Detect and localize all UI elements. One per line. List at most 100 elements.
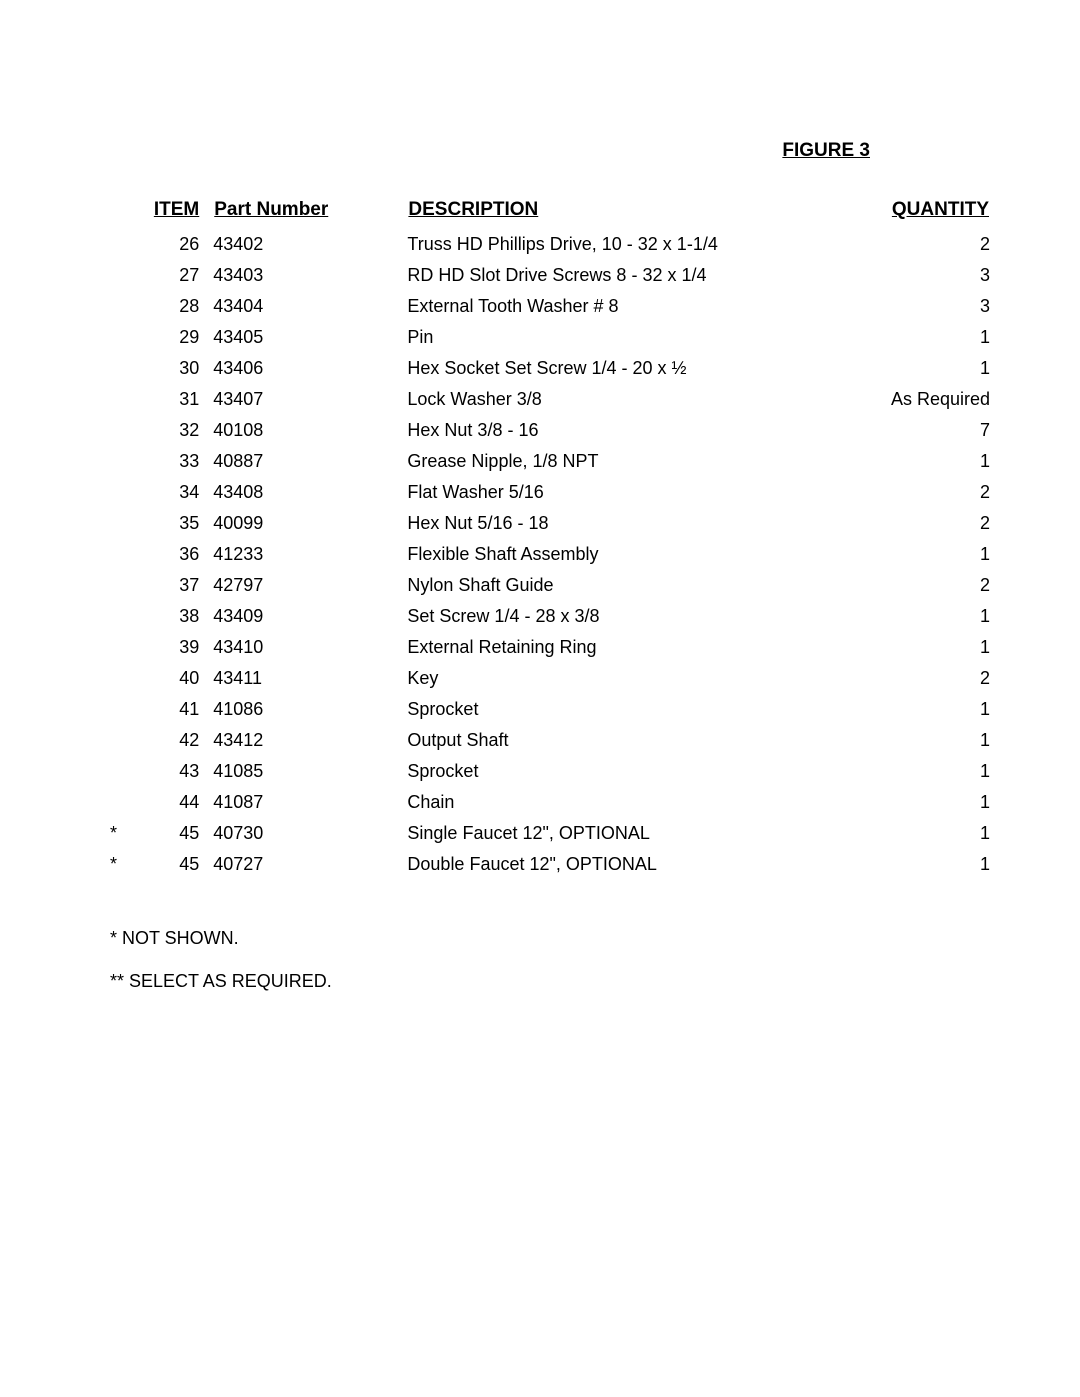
table-row: 4141086Sprocket1 bbox=[110, 694, 990, 725]
cell-part: 43405 bbox=[213, 322, 407, 353]
table-row: 2743403RD HD Slot Drive Screws 8 - 32 x … bbox=[110, 260, 990, 291]
cell-part: 43404 bbox=[213, 291, 407, 322]
cell-item: 29 bbox=[144, 322, 213, 353]
cell-desc: Set Screw 1/4 - 28 x 3/8 bbox=[407, 601, 864, 632]
cell-desc: Chain bbox=[407, 787, 864, 818]
table-row: 3943410External Retaining Ring1 bbox=[110, 632, 990, 663]
table-row: 2943405Pin1 bbox=[110, 322, 990, 353]
table-row: 4243412Output Shaft1 bbox=[110, 725, 990, 756]
cell-item: 31 bbox=[144, 384, 213, 415]
cell-qty: 1 bbox=[864, 694, 990, 725]
cell-qty: 1 bbox=[864, 725, 990, 756]
page: FIGURE 3 ITEM Part Number DESCRIPTION QU… bbox=[0, 0, 1080, 992]
col-header-part: Part Number bbox=[213, 198, 407, 229]
cell-qty: 1 bbox=[864, 353, 990, 384]
cell-mark bbox=[110, 663, 144, 694]
cell-desc: External Tooth Washer # 8 bbox=[407, 291, 864, 322]
cell-mark bbox=[110, 725, 144, 756]
cell-desc: Pin bbox=[407, 322, 864, 353]
table-row: 3641233Flexible Shaft Assembly1 bbox=[110, 539, 990, 570]
footnote-1: * NOT SHOWN. bbox=[110, 928, 990, 949]
cell-desc: Lock Washer 3/8 bbox=[407, 384, 864, 415]
cell-qty: 1 bbox=[864, 787, 990, 818]
cell-part: 43408 bbox=[213, 477, 407, 508]
table-header-row: ITEM Part Number DESCRIPTION QUANTITY bbox=[110, 198, 990, 229]
table-row: 3742797Nylon Shaft Guide2 bbox=[110, 570, 990, 601]
table-row: 3540099Hex Nut 5/16 - 182 bbox=[110, 508, 990, 539]
cell-item: 38 bbox=[144, 601, 213, 632]
cell-desc: Flat Washer 5/16 bbox=[407, 477, 864, 508]
cell-mark bbox=[110, 539, 144, 570]
cell-desc: Single Faucet 12", OPTIONAL bbox=[407, 818, 864, 849]
table-row: 4441087Chain1 bbox=[110, 787, 990, 818]
cell-part: 43411 bbox=[213, 663, 407, 694]
table-row: *4540730Single Faucet 12", OPTIONAL1 bbox=[110, 818, 990, 849]
cell-desc: Hex Socket Set Screw 1/4 - 20 x ½ bbox=[407, 353, 864, 384]
cell-mark bbox=[110, 229, 144, 260]
cell-item: 26 bbox=[144, 229, 213, 260]
table-row: 2643402Truss HD Phillips Drive, 10 - 32 … bbox=[110, 229, 990, 260]
cell-mark bbox=[110, 694, 144, 725]
cell-item: 44 bbox=[144, 787, 213, 818]
table-row: *4540727Double Faucet 12", OPTIONAL1 bbox=[110, 849, 990, 880]
table-row: 3043406Hex Socket Set Screw 1/4 - 20 x ½… bbox=[110, 353, 990, 384]
cell-item: 37 bbox=[144, 570, 213, 601]
cell-item: 43 bbox=[144, 756, 213, 787]
cell-mark bbox=[110, 322, 144, 353]
cell-desc: Double Faucet 12", OPTIONAL bbox=[407, 849, 864, 880]
cell-item: 28 bbox=[144, 291, 213, 322]
table-row: 3143407Lock Washer 3/8As Required bbox=[110, 384, 990, 415]
cell-qty: 1 bbox=[864, 539, 990, 570]
cell-part: 41086 bbox=[213, 694, 407, 725]
cell-item: 32 bbox=[144, 415, 213, 446]
table-row: 4043411Key2 bbox=[110, 663, 990, 694]
cell-mark bbox=[110, 260, 144, 291]
cell-part: 43403 bbox=[213, 260, 407, 291]
col-header-mark bbox=[110, 198, 144, 229]
parts-table: ITEM Part Number DESCRIPTION QUANTITY 26… bbox=[110, 198, 990, 880]
cell-item: 30 bbox=[144, 353, 213, 384]
figure-title: FIGURE 3 bbox=[110, 140, 990, 162]
cell-desc: Sprocket bbox=[407, 694, 864, 725]
cell-part: 41085 bbox=[213, 756, 407, 787]
cell-part: 41087 bbox=[213, 787, 407, 818]
cell-desc: Hex Nut 5/16 - 18 bbox=[407, 508, 864, 539]
table-row: 3340887Grease Nipple, 1/8 NPT1 bbox=[110, 446, 990, 477]
cell-qty: 1 bbox=[864, 756, 990, 787]
cell-part: 43402 bbox=[213, 229, 407, 260]
cell-item: 33 bbox=[144, 446, 213, 477]
cell-qty: 1 bbox=[864, 601, 990, 632]
cell-mark bbox=[110, 632, 144, 663]
table-row: 3443408Flat Washer 5/162 bbox=[110, 477, 990, 508]
table-row: 4341085Sprocket1 bbox=[110, 756, 990, 787]
cell-qty: 2 bbox=[864, 570, 990, 601]
cell-qty: As Required bbox=[864, 384, 990, 415]
cell-qty: 1 bbox=[864, 632, 990, 663]
cell-item: 41 bbox=[144, 694, 213, 725]
cell-mark bbox=[110, 756, 144, 787]
cell-desc: Output Shaft bbox=[407, 725, 864, 756]
cell-part: 40108 bbox=[213, 415, 407, 446]
cell-item: 36 bbox=[144, 539, 213, 570]
cell-item: 34 bbox=[144, 477, 213, 508]
cell-item: 35 bbox=[144, 508, 213, 539]
cell-qty: 7 bbox=[864, 415, 990, 446]
cell-part: 43410 bbox=[213, 632, 407, 663]
cell-desc: Flexible Shaft Assembly bbox=[407, 539, 864, 570]
cell-desc: Hex Nut 3/8 - 16 bbox=[407, 415, 864, 446]
cell-mark bbox=[110, 291, 144, 322]
cell-qty: 1 bbox=[864, 849, 990, 880]
cell-desc: Key bbox=[407, 663, 864, 694]
cell-part: 40730 bbox=[213, 818, 407, 849]
cell-mark bbox=[110, 446, 144, 477]
cell-mark bbox=[110, 477, 144, 508]
cell-part: 40887 bbox=[213, 446, 407, 477]
cell-mark bbox=[110, 353, 144, 384]
cell-mark: * bbox=[110, 818, 144, 849]
cell-qty: 2 bbox=[864, 477, 990, 508]
cell-item: 40 bbox=[144, 663, 213, 694]
cell-part: 43412 bbox=[213, 725, 407, 756]
cell-desc: Nylon Shaft Guide bbox=[407, 570, 864, 601]
cell-part: 41233 bbox=[213, 539, 407, 570]
cell-qty: 2 bbox=[864, 663, 990, 694]
